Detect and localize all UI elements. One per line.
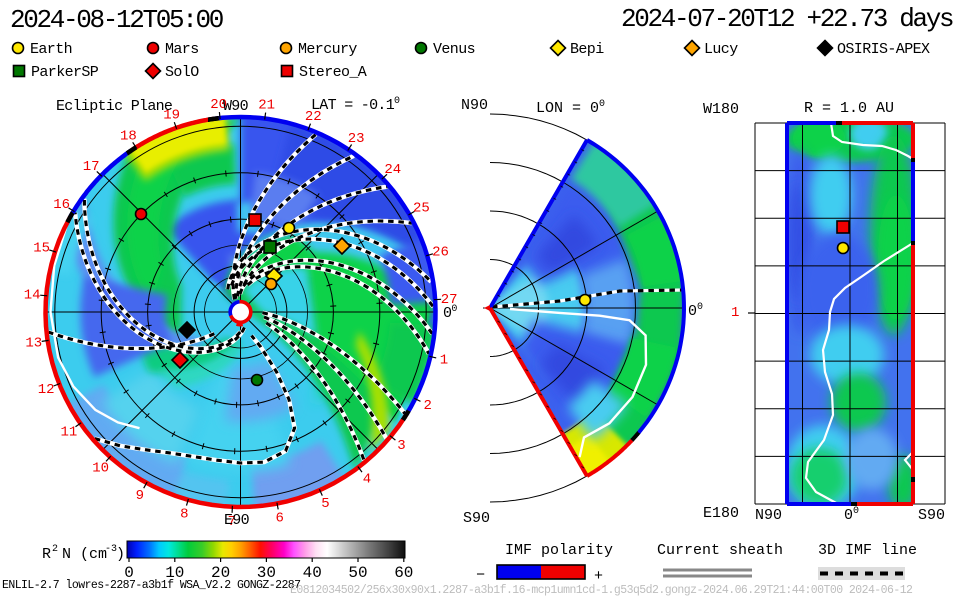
- svg-text:10: 10: [165, 564, 184, 582]
- svg-text:W180: W180: [703, 101, 739, 118]
- svg-text:R = 1.0 AU: R = 1.0 AU: [804, 100, 894, 117]
- svg-text:23: 23: [348, 131, 365, 147]
- svg-text:27: 27: [441, 292, 458, 308]
- svg-text:LON = 00: LON = 00: [536, 99, 605, 117]
- svg-text:50: 50: [348, 564, 367, 582]
- svg-text:ENLIL-2.7 lowres-2287-a3b1f WS: ENLIL-2.7 lowres-2287-a3b1f WSA_V2.2 GON…: [2, 579, 301, 592]
- svg-text:3D IMF line: 3D IMF line: [818, 542, 917, 559]
- svg-text:N90: N90: [755, 507, 782, 524]
- svg-text:3: 3: [397, 438, 405, 454]
- svg-text:25: 25: [413, 200, 430, 216]
- svg-text:18: 18: [120, 129, 137, 145]
- svg-text:14: 14: [24, 288, 41, 304]
- svg-text:Ecliptic Plane: Ecliptic Plane: [56, 98, 173, 115]
- svg-text:19: 19: [163, 108, 180, 124]
- svg-text:N90: N90: [461, 97, 488, 114]
- svg-text:5: 5: [321, 496, 329, 512]
- svg-text:2: 2: [52, 544, 58, 555]
- svg-text:Current sheath: Current sheath: [657, 542, 783, 559]
- svg-text:ParkerSP: ParkerSP: [31, 64, 99, 81]
- svg-text:00: 00: [688, 302, 703, 320]
- svg-text:00: 00: [443, 304, 457, 322]
- svg-text:2024-08-12T05:00: 2024-08-12T05:00: [10, 5, 223, 35]
- svg-text:17: 17: [83, 159, 100, 175]
- svg-text:9: 9: [136, 488, 144, 504]
- svg-text:2024-07-20T12 +22.73 days: 2024-07-20T12 +22.73 days: [621, 4, 953, 34]
- svg-text:7: 7: [228, 514, 236, 530]
- svg-text:−: −: [476, 567, 485, 584]
- svg-text:Lucy: Lucy: [704, 41, 738, 58]
- svg-text:60: 60: [394, 564, 413, 582]
- svg-text:): ): [116, 546, 125, 563]
- svg-text:E90: E90: [224, 512, 250, 529]
- svg-text:R: R: [42, 546, 51, 563]
- svg-text:Mars: Mars: [165, 41, 199, 58]
- svg-text:16: 16: [53, 197, 70, 213]
- svg-text:1: 1: [440, 353, 448, 369]
- svg-text:IMF polarity: IMF polarity: [505, 542, 613, 559]
- svg-text:W90: W90: [223, 98, 249, 115]
- svg-text:20: 20: [211, 564, 230, 582]
- svg-text:24: 24: [384, 162, 401, 178]
- svg-text:Mercury: Mercury: [298, 41, 357, 58]
- svg-text:11: 11: [60, 424, 77, 440]
- svg-text:N (cm: N (cm: [62, 546, 107, 563]
- svg-text:13: 13: [25, 336, 42, 352]
- svg-text:Earth: Earth: [30, 41, 72, 58]
- svg-text:20: 20: [210, 97, 227, 113]
- svg-text:SolO: SolO: [165, 64, 199, 81]
- svg-text:S90: S90: [918, 507, 945, 524]
- svg-text:6: 6: [275, 510, 283, 526]
- svg-text:+: +: [594, 568, 603, 585]
- svg-text:21: 21: [258, 98, 275, 114]
- svg-text:30: 30: [257, 564, 276, 582]
- svg-text:E180: E180: [703, 505, 739, 522]
- svg-text:Venus: Venus: [433, 41, 475, 58]
- svg-text:0: 0: [124, 564, 134, 582]
- svg-text:12: 12: [38, 382, 55, 398]
- svg-text:00: 00: [844, 506, 859, 524]
- svg-text:E0812034502/256x30x90x1.2287-a: E0812034502/256x30x90x1.2287-a3b1f.16-mc…: [290, 584, 913, 597]
- svg-text:15: 15: [33, 241, 50, 257]
- svg-text:Stereo_A: Stereo_A: [299, 64, 367, 81]
- svg-text:8: 8: [180, 506, 188, 522]
- svg-text:40: 40: [303, 564, 322, 582]
- svg-text:OSIRIS-APEX: OSIRIS-APEX: [837, 41, 930, 58]
- svg-text:Bepi: Bepi: [570, 41, 604, 58]
- svg-text:S90: S90: [463, 510, 490, 527]
- svg-text:22: 22: [305, 109, 322, 125]
- svg-text:-3: -3: [105, 544, 117, 555]
- svg-text:26: 26: [432, 245, 449, 261]
- svg-text:1: 1: [731, 305, 739, 321]
- svg-text:LAT = -0.10: LAT = -0.10: [311, 96, 400, 114]
- svg-text:10: 10: [92, 460, 109, 476]
- svg-text:2: 2: [423, 398, 431, 414]
- svg-text:4: 4: [363, 472, 371, 488]
